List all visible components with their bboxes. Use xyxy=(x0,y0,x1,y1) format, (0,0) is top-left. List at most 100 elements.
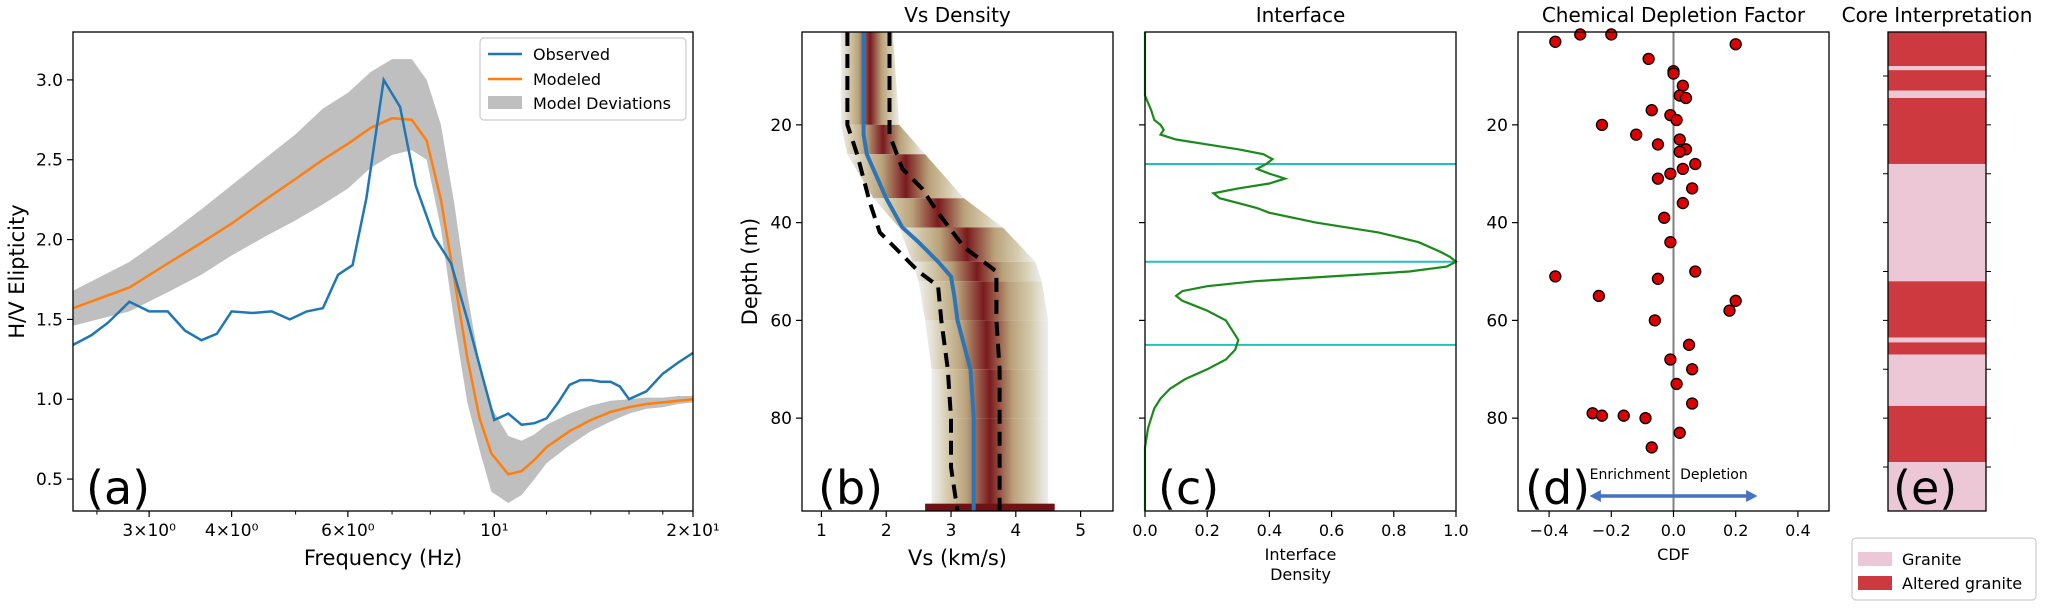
y-tick-label: 40 xyxy=(1486,214,1508,234)
panel-title: Chemical Depletion Factor xyxy=(1542,3,1806,27)
x-tick-label: 0.2 xyxy=(1194,521,1219,540)
altered-granite-segment xyxy=(1888,281,1986,338)
altered-granite-segment xyxy=(1888,342,1986,355)
altered-granite-segment xyxy=(1888,32,1986,67)
x-tick-label: 2×10¹ xyxy=(666,521,720,541)
y-axis-label: Depth (m) xyxy=(738,218,762,325)
core-legend: Granite Altered granite xyxy=(1851,537,2037,601)
x-tick-label: 1.0 xyxy=(1443,521,1468,540)
x-tick-label: 5 xyxy=(1075,521,1086,541)
density-band-segment xyxy=(931,369,1049,419)
cdf-point xyxy=(1592,289,1606,303)
cdf-point xyxy=(1645,104,1658,117)
altered-granite-segment xyxy=(1888,97,1986,164)
panel-label: (c) xyxy=(1158,461,1219,515)
granite-segment xyxy=(1888,66,1986,71)
density-band-segment xyxy=(912,261,1042,282)
x-tick-label: 0.6 xyxy=(1319,521,1344,540)
altered-granite-segment xyxy=(1888,70,1986,91)
y-tick-label: 1.5 xyxy=(36,310,63,330)
cdf-point xyxy=(1679,91,1693,105)
y-tick-label: 2.5 xyxy=(36,151,63,171)
y-tick-label: 0.5 xyxy=(36,470,63,490)
cdf-point xyxy=(1630,128,1643,141)
x-tick-label: 3×10⁰ xyxy=(122,521,176,541)
legend-swatch-granite xyxy=(1858,552,1892,566)
y-tick-label: 1.0 xyxy=(36,390,63,410)
cdf-point xyxy=(1595,409,1609,422)
cdf-point xyxy=(1664,353,1677,366)
density-band-segment xyxy=(873,198,1003,228)
x-tick-label: 4 xyxy=(1010,521,1021,541)
altered-granite-segment xyxy=(1888,405,1986,463)
cdf-point xyxy=(1729,294,1742,307)
cdf-point xyxy=(1676,196,1689,210)
cdf-point xyxy=(1595,118,1609,132)
granite-segment xyxy=(1888,354,1986,406)
density-band-segment xyxy=(847,154,964,199)
x-tick-label: 0.4 xyxy=(1257,521,1282,540)
cdf-point xyxy=(1617,409,1630,422)
cdf-point xyxy=(1673,133,1686,146)
density-band-segment xyxy=(931,418,1049,467)
y-tick-label: 80 xyxy=(770,409,792,429)
cdf-point xyxy=(1689,265,1702,278)
x-axis-label-line2: Density xyxy=(1270,565,1331,584)
granite-segment xyxy=(1888,163,1986,282)
core-legend-box xyxy=(1851,537,2037,601)
cdf-point xyxy=(1686,363,1699,376)
cdf-point xyxy=(1574,28,1587,41)
cdf-point xyxy=(1605,28,1618,41)
cdf-point xyxy=(1658,211,1671,224)
x-tick-label: 3 xyxy=(946,521,957,541)
modeled-line xyxy=(73,116,693,476)
panel-d: Enrichment Depletion 20 40 60 80 −0.4 −0.2 0.0 0.… xyxy=(1486,3,1830,564)
x-tick-label: 0.8 xyxy=(1381,521,1406,540)
panel-label: (a) xyxy=(86,461,150,515)
percentile-dashed-line xyxy=(887,32,1002,511)
model-deviation-band xyxy=(73,59,693,503)
interface-density-line xyxy=(1143,32,1459,511)
y-tick-label: 3.0 xyxy=(36,71,63,91)
x-tick-label: 0.0 xyxy=(1661,521,1686,540)
cdf-point xyxy=(1651,138,1665,151)
panel-label: (d) xyxy=(1525,461,1590,515)
density-band-segment xyxy=(840,32,900,125)
density-band-segment xyxy=(918,281,1049,321)
panel-title: Interface xyxy=(1256,3,1346,27)
cdf-point xyxy=(1648,314,1661,327)
cdf-point xyxy=(1642,52,1655,66)
observed-line xyxy=(73,76,693,427)
axes-frame xyxy=(1144,31,1457,512)
cdf-point xyxy=(1639,411,1652,425)
cdf-point xyxy=(1686,182,1699,195)
y-axis-label: H/V Elipticity xyxy=(5,204,29,338)
granite-segment xyxy=(1888,337,1986,343)
cdf-point xyxy=(1673,145,1686,158)
cdf-point xyxy=(1670,377,1683,391)
median-vs-line xyxy=(861,32,976,511)
x-tick-label: 1 xyxy=(816,521,827,541)
density-band-segment xyxy=(840,124,926,155)
cdf-point xyxy=(1549,270,1562,283)
legend-label-altered-granite: Altered granite xyxy=(1902,574,2022,593)
legend-label-granite: Granite xyxy=(1902,550,1961,569)
cdf-point xyxy=(1689,157,1702,171)
x-tick-label: 0.2 xyxy=(1723,521,1748,540)
x-axis-label-line1: Interface xyxy=(1265,545,1337,564)
y-tick-label: 40 xyxy=(770,214,792,234)
panel-b: 20 40 60 80 1 2 3 4 5 Vs Density Vs (km/s) Depth (m… xyxy=(738,3,1114,570)
legend-label-observed: Observed xyxy=(533,45,610,64)
panel-label: (b) xyxy=(818,461,883,515)
cdf-point xyxy=(1645,441,1658,454)
cdf-point xyxy=(1723,304,1736,317)
x-tick-label: 0.0 xyxy=(1132,521,1157,540)
panel-label: (e) xyxy=(1893,461,1957,515)
y-tick-label: 80 xyxy=(1486,409,1508,429)
percentile-dashed-line xyxy=(845,32,960,512)
x-axis-label: Vs (km/s) xyxy=(908,546,1007,570)
x-tick-label: −0.4 xyxy=(1530,521,1569,540)
density-band-segment xyxy=(899,227,1036,262)
granite-segment xyxy=(1888,90,1986,98)
cdf-point xyxy=(1651,172,1665,185)
